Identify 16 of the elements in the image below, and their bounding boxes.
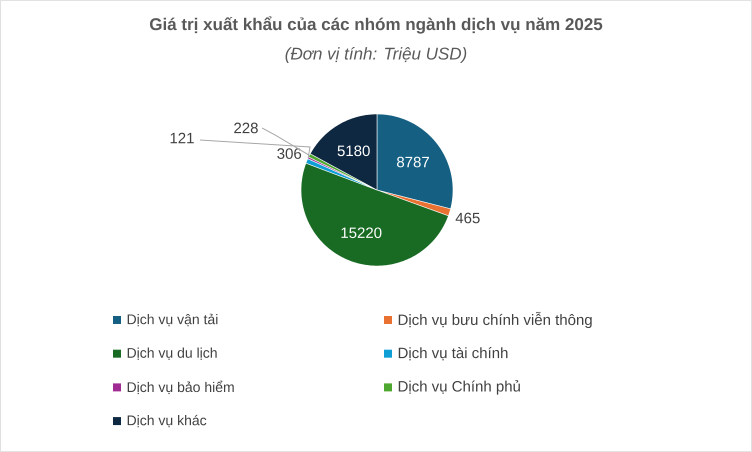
legend-label: Dịch vụ khác bbox=[128, 414, 206, 428]
legend-label: Dịch vụ du lịch bbox=[128, 348, 217, 360]
chart-title: Giá trị xuất khẩu của các nhóm ngành dịch vụ năm 2025 bbox=[150, 16, 602, 34]
data-label: 8787 bbox=[397, 156, 429, 168]
data-label: 465 bbox=[456, 212, 480, 224]
data-label: 5180 bbox=[338, 145, 370, 156]
data-label: 306 bbox=[277, 148, 302, 159]
data-label: 121 bbox=[170, 132, 194, 144]
data-label: 15220 bbox=[341, 227, 382, 238]
legend-label: Dịch vụ Chính phủ bbox=[398, 380, 520, 395]
legend-label: Dịch vụ bưu chính viễn thông bbox=[398, 312, 592, 328]
data-label: 228 bbox=[234, 122, 258, 134]
legend-label: Dịch vụ vận tải bbox=[128, 314, 218, 326]
legend-label: Dịch vụ bảo hiểm bbox=[128, 380, 234, 394]
chart-subtitle: (Đơn vị tính: Triệu USD) bbox=[286, 46, 466, 64]
legend-label: Dịch vụ tài chính bbox=[398, 347, 508, 360]
